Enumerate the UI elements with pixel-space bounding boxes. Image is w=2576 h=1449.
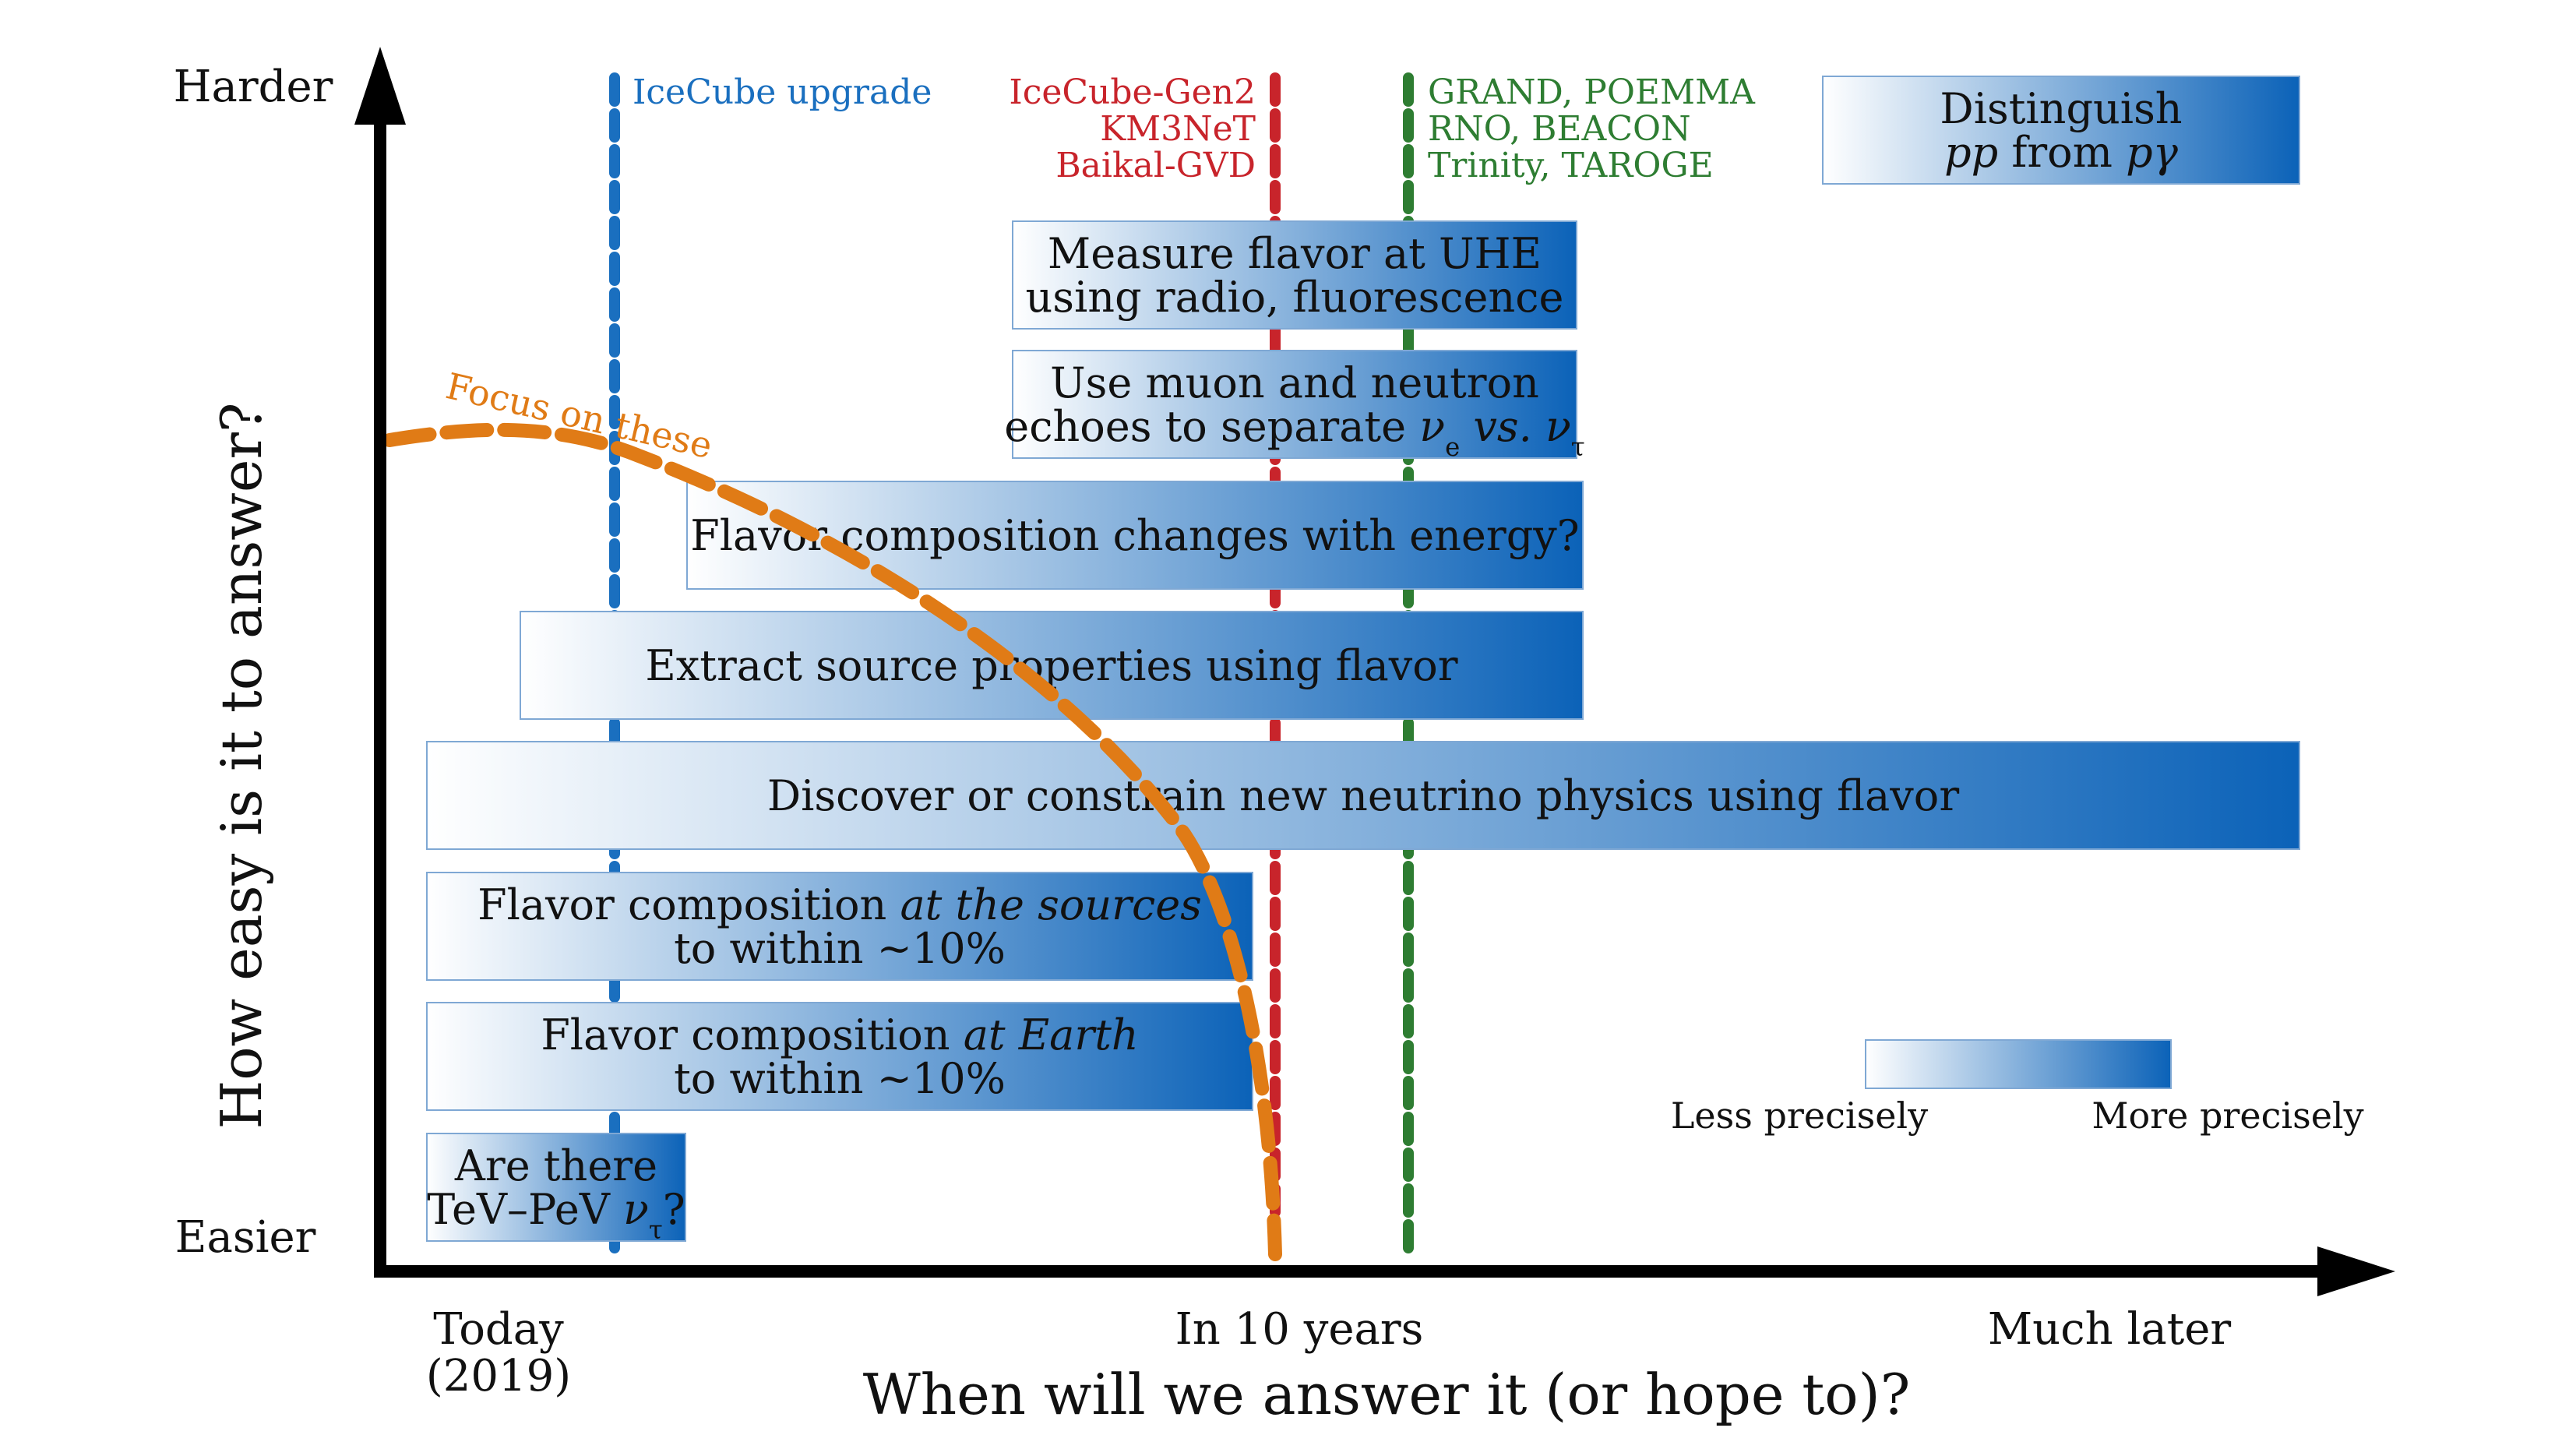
question-box-bg xyxy=(426,872,1253,981)
x-axis-title: When will we answer it (or hope to)? xyxy=(863,1362,1911,1427)
x-tick-much-later: Much later xyxy=(1988,1304,2232,1355)
question-text-line: Measure flavor at UHE xyxy=(1048,229,1542,278)
question-text-segment: to within ~10% xyxy=(674,1054,1006,1103)
question-text-line: Flavor composition at the sources xyxy=(477,880,1202,929)
question-text-segment: τ xyxy=(649,1215,663,1245)
question-text-segment: Flavor composition xyxy=(477,880,900,929)
legend-more-label: More precisely xyxy=(2091,1095,2363,1137)
question-text-segment: to within ~10% xyxy=(674,924,1006,973)
experiment-label: GRAND, POEMMA xyxy=(1428,72,1756,112)
question-text-segment: ? xyxy=(663,1185,685,1234)
question-text-segment: vs. xyxy=(1460,402,1545,451)
question-text-segment: Extract source properties using flavor xyxy=(645,641,1457,690)
question-text-line: Flavor composition at Earth xyxy=(541,1010,1138,1059)
question-text-segment: e xyxy=(1445,432,1460,462)
question-box-bg xyxy=(426,1002,1253,1111)
experiment-label: Trinity, TAROGE xyxy=(1428,146,1714,185)
y-axis-arrow xyxy=(354,47,406,125)
question-text-line: TeV–PeV ντ? xyxy=(427,1185,685,1245)
question-text-line: to within ~10% xyxy=(674,924,1006,973)
question-box-flavor-energy: Flavor composition changes with energy? xyxy=(686,481,1584,590)
question-text-line: Flavor composition changes with energy? xyxy=(690,511,1579,560)
question-text-line: using radio, fluorescence xyxy=(1026,273,1564,322)
question-text-line: echoes to separate νe vs. ντ xyxy=(1004,402,1584,462)
question-box-bg xyxy=(426,741,2300,850)
question-text-segment: τ xyxy=(1571,432,1585,462)
question-text-segment: Distinguish xyxy=(1940,84,2182,133)
question-text-segment: Flavor composition changes with energy? xyxy=(690,511,1579,560)
question-text-segment: ν xyxy=(1419,402,1445,451)
x-tick-today-year: (2019) xyxy=(426,1351,571,1401)
x-tick-today: Today xyxy=(433,1304,564,1355)
axes xyxy=(354,47,2395,1296)
precision-legend: Less precisely More precisely xyxy=(1671,1039,2364,1137)
question-text-segment: ν xyxy=(623,1185,649,1234)
question-text-segment: ν xyxy=(1545,402,1571,451)
question-box-bg xyxy=(1012,350,1577,459)
question-text-segment: Discover or constrain new neutrino physi… xyxy=(767,771,1959,820)
question-text-segment: Measure flavor at UHE xyxy=(1048,229,1542,278)
experiment-label: KM3NeT xyxy=(1100,109,1256,149)
focus-curve xyxy=(382,422,1282,1261)
legend-less-label: Less precisely xyxy=(1671,1095,1928,1137)
experiment-label: Baikal-GVD xyxy=(1055,146,1256,185)
question-text-line: Discover or constrain new neutrino physi… xyxy=(767,771,1959,820)
question-text-line: Distinguish xyxy=(1940,84,2182,133)
question-text-line: Extract source properties using flavor xyxy=(645,641,1457,690)
question-box-source-properties: Extract source properties using flavor xyxy=(520,611,1584,720)
question-text-segment: echoes to separate xyxy=(1004,402,1419,451)
question-text-segment: Use muon and neutron xyxy=(1050,358,1539,407)
question-text-segment: at the sources xyxy=(900,880,1201,929)
experiment-label: IceCube upgrade xyxy=(633,72,932,112)
question-text-segment: using radio, fluorescence xyxy=(1026,273,1564,322)
question-box-bg xyxy=(686,481,1584,590)
x-tick-10-years: In 10 years xyxy=(1175,1304,1424,1355)
question-text-segment: pp xyxy=(1944,128,1998,177)
question-box-bg xyxy=(1822,76,2300,185)
question-box-bg xyxy=(426,1133,686,1242)
focus-label: Focus on these xyxy=(442,365,717,467)
y-top-label: Harder xyxy=(174,62,333,112)
experiment-labels: IceCube upgrade IceCube-Gen2KM3NeTBaikal-… xyxy=(633,72,1756,185)
question-box-bg xyxy=(1012,220,1577,330)
question-text-segment: TeV–PeV xyxy=(427,1185,623,1234)
y-axis-title: How easy is it to answer? xyxy=(209,402,274,1129)
experiment-label: RNO, BEACON xyxy=(1428,109,1691,149)
question-text-segment: pγ xyxy=(2126,128,2179,177)
question-text-segment: Flavor composition xyxy=(541,1010,963,1059)
y-bottom-label: Easier xyxy=(175,1212,316,1263)
x-axis-arrow xyxy=(2317,1246,2395,1296)
question-text-segment: at Earth xyxy=(964,1010,1139,1059)
legend-gradient-bar xyxy=(1865,1039,2172,1089)
question-text-line: Are there xyxy=(454,1141,657,1190)
question-text-line: to within ~10% xyxy=(674,1054,1006,1103)
experiment-label: IceCube-Gen2 xyxy=(1009,72,1256,112)
question-text-segment: from xyxy=(1998,128,2126,177)
question-box-new-physics: Discover or constrain new neutrino physi… xyxy=(426,741,2300,850)
question-text-segment: Are there xyxy=(454,1141,657,1190)
question-text-line: Use muon and neutron xyxy=(1050,358,1539,407)
question-text-line: pp from pγ xyxy=(1944,128,2179,177)
